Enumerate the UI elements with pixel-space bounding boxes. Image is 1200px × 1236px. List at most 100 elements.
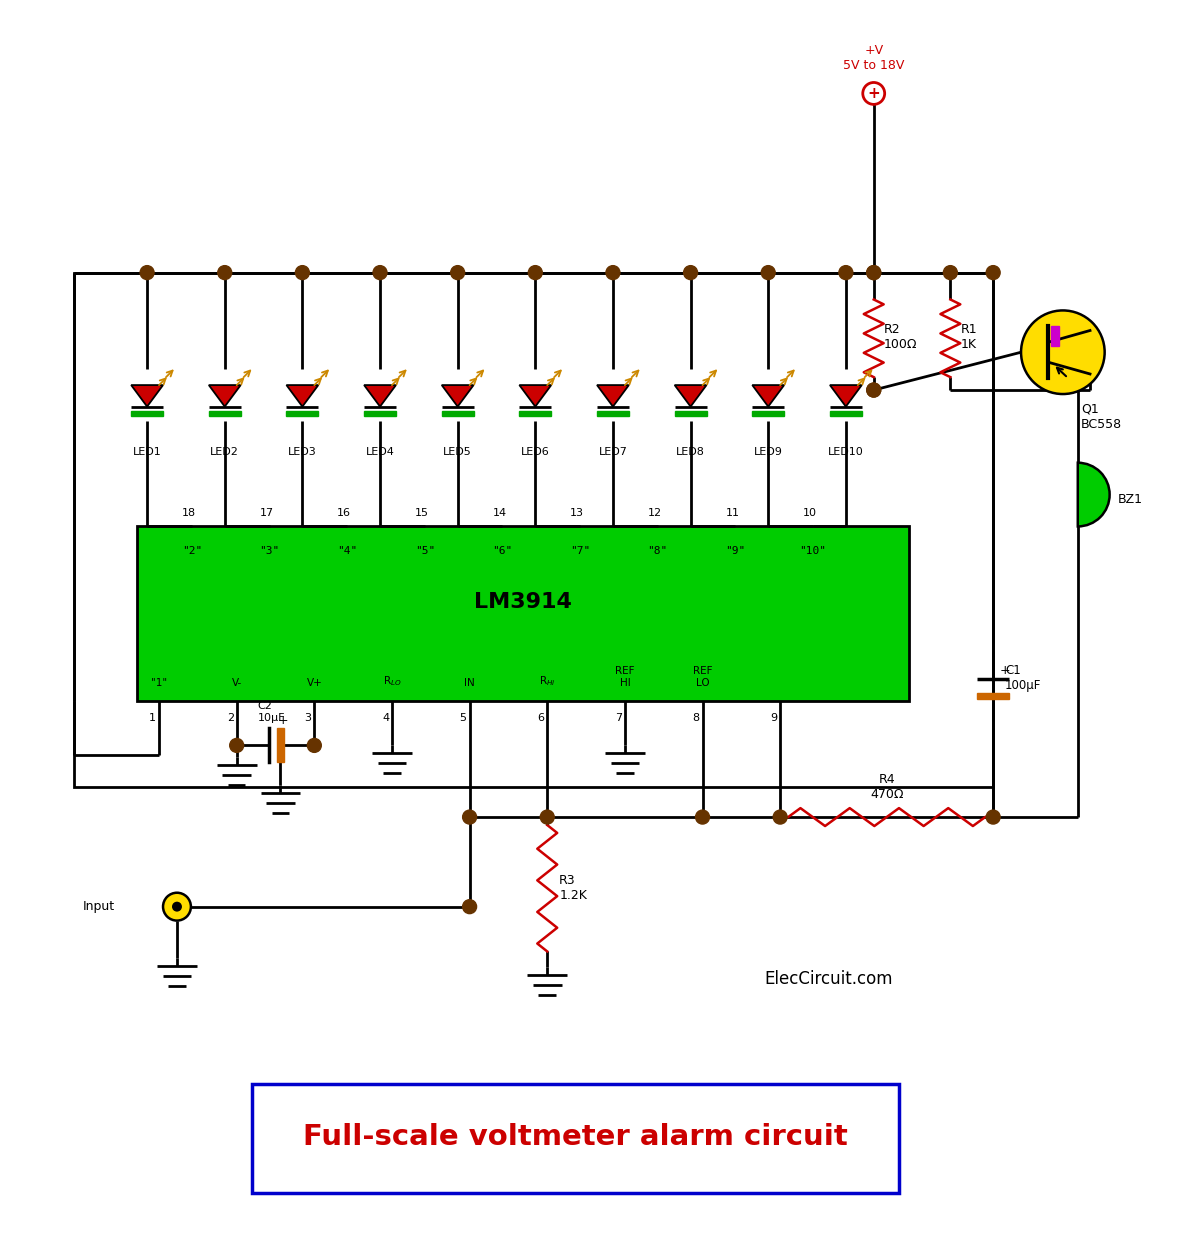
- Circle shape: [866, 383, 881, 397]
- Text: Q1
BC558: Q1 BC558: [1081, 403, 1122, 431]
- Polygon shape: [209, 410, 241, 415]
- Circle shape: [606, 266, 620, 279]
- Text: LM3914: LM3914: [474, 592, 571, 612]
- Text: LED5: LED5: [443, 446, 472, 457]
- Text: LED9: LED9: [754, 446, 782, 457]
- Text: +: +: [1000, 664, 1009, 677]
- Text: R$_{LO}$: R$_{LO}$: [383, 674, 401, 687]
- Text: 13: 13: [570, 508, 584, 518]
- Text: R4
470Ω: R4 470Ω: [870, 774, 904, 801]
- Polygon shape: [276, 728, 284, 763]
- Text: REF
LO: REF LO: [692, 666, 713, 687]
- Polygon shape: [287, 386, 318, 407]
- Polygon shape: [364, 410, 396, 415]
- Polygon shape: [674, 410, 707, 415]
- Circle shape: [943, 266, 958, 279]
- Text: 2: 2: [227, 713, 234, 723]
- Circle shape: [866, 266, 881, 279]
- Polygon shape: [131, 410, 163, 415]
- Text: 11: 11: [726, 508, 739, 518]
- Text: 9: 9: [770, 713, 778, 723]
- Polygon shape: [287, 410, 318, 415]
- Text: 1: 1: [149, 713, 156, 723]
- Text: 6: 6: [538, 713, 545, 723]
- Text: LED7: LED7: [599, 446, 628, 457]
- Circle shape: [866, 266, 881, 279]
- Text: C1
100μF: C1 100μF: [1006, 664, 1042, 692]
- Text: 5: 5: [460, 713, 467, 723]
- Circle shape: [1021, 310, 1105, 394]
- Polygon shape: [830, 386, 862, 407]
- Circle shape: [217, 266, 232, 279]
- Text: C2
10μF: C2 10μF: [258, 701, 286, 723]
- Text: R2
100Ω: R2 100Ω: [883, 324, 917, 351]
- Text: LED3: LED3: [288, 446, 317, 457]
- Polygon shape: [442, 386, 474, 407]
- Text: "7": "7": [570, 546, 590, 556]
- FancyBboxPatch shape: [252, 1084, 899, 1193]
- Text: "8": "8": [648, 546, 668, 556]
- Text: "1": "1": [151, 677, 167, 687]
- Circle shape: [295, 266, 310, 279]
- Polygon shape: [520, 410, 551, 415]
- Text: LED1: LED1: [133, 446, 162, 457]
- Circle shape: [229, 738, 244, 753]
- Circle shape: [986, 810, 1000, 824]
- Circle shape: [696, 810, 709, 824]
- Text: LED8: LED8: [676, 446, 706, 457]
- Circle shape: [839, 266, 853, 279]
- Text: "5": "5": [415, 546, 434, 556]
- Text: ElecCircuit.com: ElecCircuit.com: [764, 970, 893, 989]
- Polygon shape: [209, 386, 241, 407]
- Polygon shape: [598, 386, 629, 407]
- Circle shape: [373, 266, 386, 279]
- Text: V-: V-: [232, 677, 242, 687]
- Text: V+: V+: [306, 677, 323, 687]
- Text: BZ1: BZ1: [1117, 493, 1142, 506]
- Circle shape: [463, 900, 476, 913]
- Text: 18: 18: [182, 508, 196, 518]
- Text: LED2: LED2: [210, 446, 239, 457]
- Text: 17: 17: [259, 508, 274, 518]
- Text: 14: 14: [492, 508, 506, 518]
- Text: "4": "4": [337, 546, 358, 556]
- Circle shape: [773, 810, 787, 824]
- Text: 16: 16: [337, 508, 352, 518]
- Text: "2": "2": [181, 546, 202, 556]
- Circle shape: [540, 810, 554, 824]
- Wedge shape: [1078, 462, 1110, 527]
- Text: +: +: [868, 87, 880, 101]
- Circle shape: [684, 266, 697, 279]
- Text: "6": "6": [492, 546, 512, 556]
- Text: Input: Input: [83, 900, 115, 913]
- Circle shape: [528, 266, 542, 279]
- Text: LED4: LED4: [366, 446, 395, 457]
- Polygon shape: [752, 410, 784, 415]
- Text: R1
1K: R1 1K: [960, 324, 977, 351]
- Polygon shape: [674, 386, 707, 407]
- Text: 8: 8: [692, 713, 700, 723]
- Circle shape: [866, 383, 881, 397]
- Circle shape: [140, 266, 154, 279]
- Text: IN: IN: [464, 677, 475, 687]
- Text: "3": "3": [259, 546, 280, 556]
- Circle shape: [761, 266, 775, 279]
- Polygon shape: [1051, 326, 1060, 346]
- Polygon shape: [137, 527, 908, 701]
- Text: +: +: [277, 714, 288, 728]
- Polygon shape: [977, 692, 1009, 698]
- Text: R$_{Hi}$: R$_{Hi}$: [539, 674, 556, 687]
- Text: "10": "10": [799, 546, 827, 556]
- Text: "9": "9": [725, 546, 745, 556]
- Circle shape: [172, 902, 182, 912]
- Circle shape: [307, 738, 322, 753]
- Circle shape: [863, 83, 884, 104]
- Text: 15: 15: [415, 508, 428, 518]
- Text: 12: 12: [648, 508, 662, 518]
- Polygon shape: [442, 410, 474, 415]
- Text: 4: 4: [382, 713, 389, 723]
- Circle shape: [451, 266, 464, 279]
- Text: R3
1.2K: R3 1.2K: [559, 874, 587, 902]
- Text: +V
5V to 18V: +V 5V to 18V: [844, 43, 905, 72]
- Polygon shape: [364, 386, 396, 407]
